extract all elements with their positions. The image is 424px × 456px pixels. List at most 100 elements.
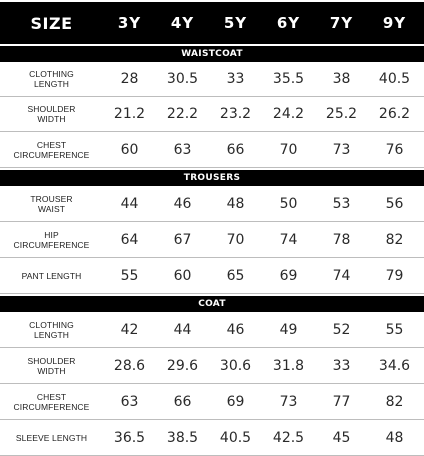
- measurement-value: 49: [279, 321, 298, 338]
- measurement-value: 53: [332, 195, 351, 212]
- measurement-value: 70: [279, 141, 298, 158]
- table-row: CLOTHING LENGTH 42 44 46 49 52 55: [0, 312, 424, 348]
- measurement-label-line: CHEST: [36, 391, 67, 402]
- measurement-value: 77: [332, 393, 351, 410]
- measurement-value: 26.2: [378, 106, 411, 122]
- measurement-value: 28: [120, 71, 139, 87]
- measurement-value: 46: [173, 195, 192, 212]
- table-row: SLEEVE LENGTH 36.5 38.5 40.5 42.5 45 48: [0, 420, 424, 456]
- measurement-label: HIP CIRCUMFERENCE: [0, 230, 103, 250]
- table-row: HIP CIRCUMFERENCE 64 67 70 74 78 82: [0, 222, 424, 258]
- measurement-label-line: SHOULDER: [27, 104, 76, 114]
- measurement-value: 40.5: [378, 71, 411, 87]
- measurement-value: 60: [120, 141, 139, 158]
- measurement-value: 69: [226, 393, 245, 410]
- measurement-value: 36.5: [113, 429, 146, 446]
- measurement-value: 30.5: [166, 71, 199, 87]
- section-title-waistcoat: WAISTCOAT: [0, 44, 424, 62]
- size-sections: WAISTCOAT CLOTHING LENGTH 28 30.5 33 35.5 38 40.…: [0, 44, 424, 456]
- measurement-label: CHEST CIRCUMFERENCE: [0, 392, 103, 412]
- measurement-label-line: SLEEVE LENGTH: [15, 432, 88, 443]
- size-header-7y: 7Y: [329, 14, 354, 32]
- measurement-label-line: CIRCUMFERENCE: [13, 239, 90, 250]
- measurement-value: 55: [120, 267, 139, 284]
- size-header-5y: 5Y: [223, 14, 248, 32]
- measurement-label-line: PANT LENGTH: [21, 270, 82, 281]
- measurement-value: 38.5: [166, 429, 199, 446]
- measurement-value: 64: [120, 231, 139, 248]
- size-header-label: SIZE: [30, 13, 73, 33]
- section-title-coat: COAT: [0, 294, 424, 312]
- measurement-value: 21.2: [113, 106, 146, 122]
- measurement-value: 33: [226, 71, 245, 87]
- table-row: CLOTHING LENGTH 28 30.5 33 35.5 38 40.5: [0, 62, 424, 97]
- measurement-value: 40.5: [219, 429, 252, 446]
- table-row: TROUSER WAIST 44 46 48 50 53 56: [0, 186, 424, 222]
- measurement-value: 24.2: [272, 106, 305, 122]
- measurement-label: TROUSER WAIST: [0, 194, 103, 214]
- measurement-label: SLEEVE LENGTH: [0, 433, 103, 443]
- measurement-label-line: CIRCUMFERENCE: [13, 149, 90, 160]
- table-row: SHOULDER WIDTH 28.6 29.6 30.6 31.8 33 34.6: [0, 348, 424, 384]
- measurement-value: 23.2: [219, 106, 252, 122]
- measurement-value: 52: [332, 321, 351, 338]
- measurement-value: 25.2: [325, 106, 358, 122]
- measurement-value: 48: [226, 195, 245, 212]
- measurement-label-line: SHOULDER: [27, 355, 76, 366]
- measurement-value: 55: [385, 321, 404, 338]
- size-header-9y: 9Y: [382, 14, 407, 32]
- measurement-value: 30.6: [219, 357, 252, 374]
- measurement-label-line: LENGTH: [33, 329, 70, 340]
- table-row: CHEST CIRCUMFERENCE 63 66 69 73 77 82: [0, 384, 424, 420]
- measurement-label-line: WIDTH: [37, 365, 66, 376]
- measurement-value: 35.5: [272, 71, 305, 87]
- measurement-label: PANT LENGTH: [0, 271, 103, 281]
- measurement-value: 28.6: [113, 357, 146, 374]
- table-row: PANT LENGTH 55 60 65 69 74 79: [0, 258, 424, 294]
- measurement-label-line: HIP: [44, 229, 59, 240]
- measurement-value: 74: [279, 231, 298, 248]
- measurement-value: 67: [173, 231, 192, 248]
- measurement-value: 66: [226, 141, 245, 158]
- table-row: CHEST CIRCUMFERENCE 60 63 66 70 73 76: [0, 132, 424, 168]
- measurement-value: 74: [332, 267, 351, 284]
- measurement-value: 82: [385, 231, 404, 248]
- measurement-value: 73: [279, 393, 298, 410]
- measurement-value: 73: [332, 141, 351, 158]
- measurement-value: 46: [226, 321, 245, 338]
- measurement-value: 29.6: [166, 357, 199, 374]
- measurement-label-line: CHEST: [36, 139, 67, 150]
- size-header-4y: 4Y: [170, 14, 195, 32]
- measurement-value: 63: [173, 141, 192, 158]
- measurement-value: 38: [332, 71, 351, 87]
- size-header-6y: 6Y: [276, 14, 301, 32]
- measurement-value: 33: [332, 357, 351, 374]
- measurement-value: 65: [226, 267, 245, 284]
- measurement-value: 78: [332, 231, 351, 248]
- measurement-value: 63: [120, 393, 139, 410]
- measurement-label: CHEST CIRCUMFERENCE: [0, 140, 103, 160]
- measurement-value: 82: [385, 393, 404, 410]
- measurement-value: 66: [173, 393, 192, 410]
- measurement-value: 42.5: [272, 429, 305, 446]
- measurement-label-line: TROUSER: [30, 193, 73, 204]
- measurement-value: 22.2: [166, 106, 199, 122]
- measurement-label-line: CLOTHING: [29, 69, 74, 79]
- section-title-trousers: TROUSERS: [0, 168, 424, 186]
- measurement-label-line: WIDTH: [37, 114, 66, 124]
- table-row: SHOULDER WIDTH 21.2 22.2 23.2 24.2 25.2 26.2: [0, 97, 424, 132]
- measurement-value: 44: [173, 321, 192, 338]
- size-header-row: SIZE 3Y 4Y 5Y 6Y 7Y 9Y: [0, 2, 424, 44]
- measurement-label: SHOULDER WIDTH: [0, 104, 103, 124]
- measurement-label: CLOTHING LENGTH: [0, 320, 103, 340]
- measurement-value: 79: [385, 267, 404, 284]
- measurement-label-line: WAIST: [37, 203, 66, 214]
- measurement-value: 44: [120, 195, 139, 212]
- measurement-label: CLOTHING LENGTH: [0, 69, 103, 89]
- size-header-3y: 3Y: [117, 14, 142, 32]
- measurement-value: 76: [385, 141, 404, 158]
- measurement-value: 56: [385, 195, 404, 212]
- measurement-value: 69: [279, 267, 298, 284]
- measurement-label-line: CLOTHING: [29, 319, 74, 330]
